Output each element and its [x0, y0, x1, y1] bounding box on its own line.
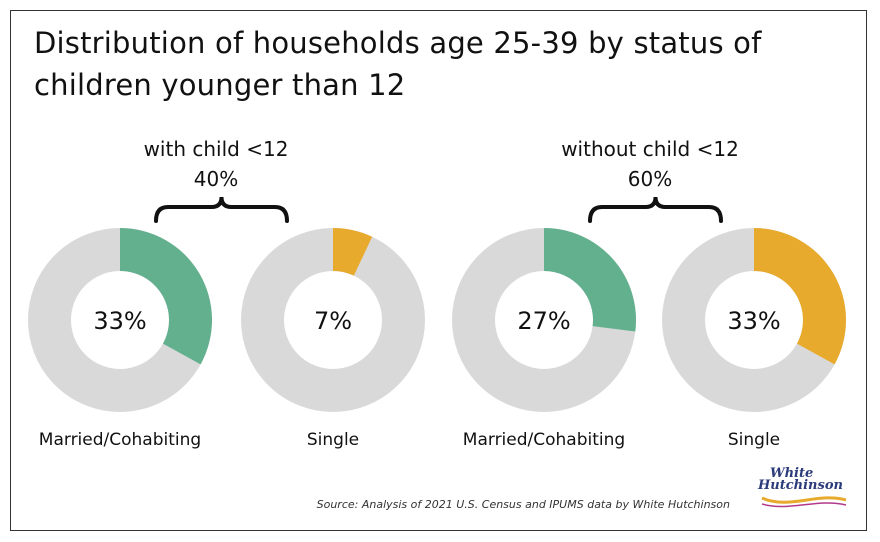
donut-slice — [754, 228, 846, 365]
group-name: without child <12 — [561, 137, 739, 161]
logo-line2: Hutchinson — [758, 478, 843, 493]
group-total: 40% — [193, 167, 239, 191]
donut-value-label: 33% — [727, 307, 780, 335]
category-label: Married/Cohabiting — [38, 430, 202, 450]
group-name: with child <12 — [143, 137, 289, 161]
donut-slice — [544, 228, 636, 332]
group-total: 60% — [627, 167, 673, 191]
donut-3: 27% — [452, 228, 636, 412]
donut-value-label: 33% — [93, 307, 146, 335]
group-brace — [588, 196, 723, 223]
donut-4: 33% — [662, 228, 846, 412]
donut-value-label: 27% — [517, 307, 570, 335]
chart-title: Distribution of households age 25-39 by … — [34, 26, 762, 102]
white-hutchinson-logo: White Hutchinson — [758, 466, 850, 512]
category-label: Single — [727, 430, 781, 450]
category-label: Single — [306, 430, 360, 450]
group-label-with-child: with child <12 40% — [96, 134, 336, 194]
logo-line1: White — [770, 466, 814, 481]
group-label-without-child: without child <12 60% — [530, 134, 770, 194]
category-label: Married/Cohabiting — [462, 430, 626, 450]
donut-2: 7% — [241, 228, 425, 412]
group-brace — [154, 196, 289, 223]
logo-swoosh-icon — [761, 496, 847, 508]
donut-slice — [333, 228, 373, 276]
donut-slice — [120, 228, 213, 365]
donut-value-label: 7% — [314, 307, 352, 335]
donut-1: 33% — [28, 228, 213, 412]
source-note: Source: Analysis of 2021 U.S. Census and… — [316, 498, 730, 511]
